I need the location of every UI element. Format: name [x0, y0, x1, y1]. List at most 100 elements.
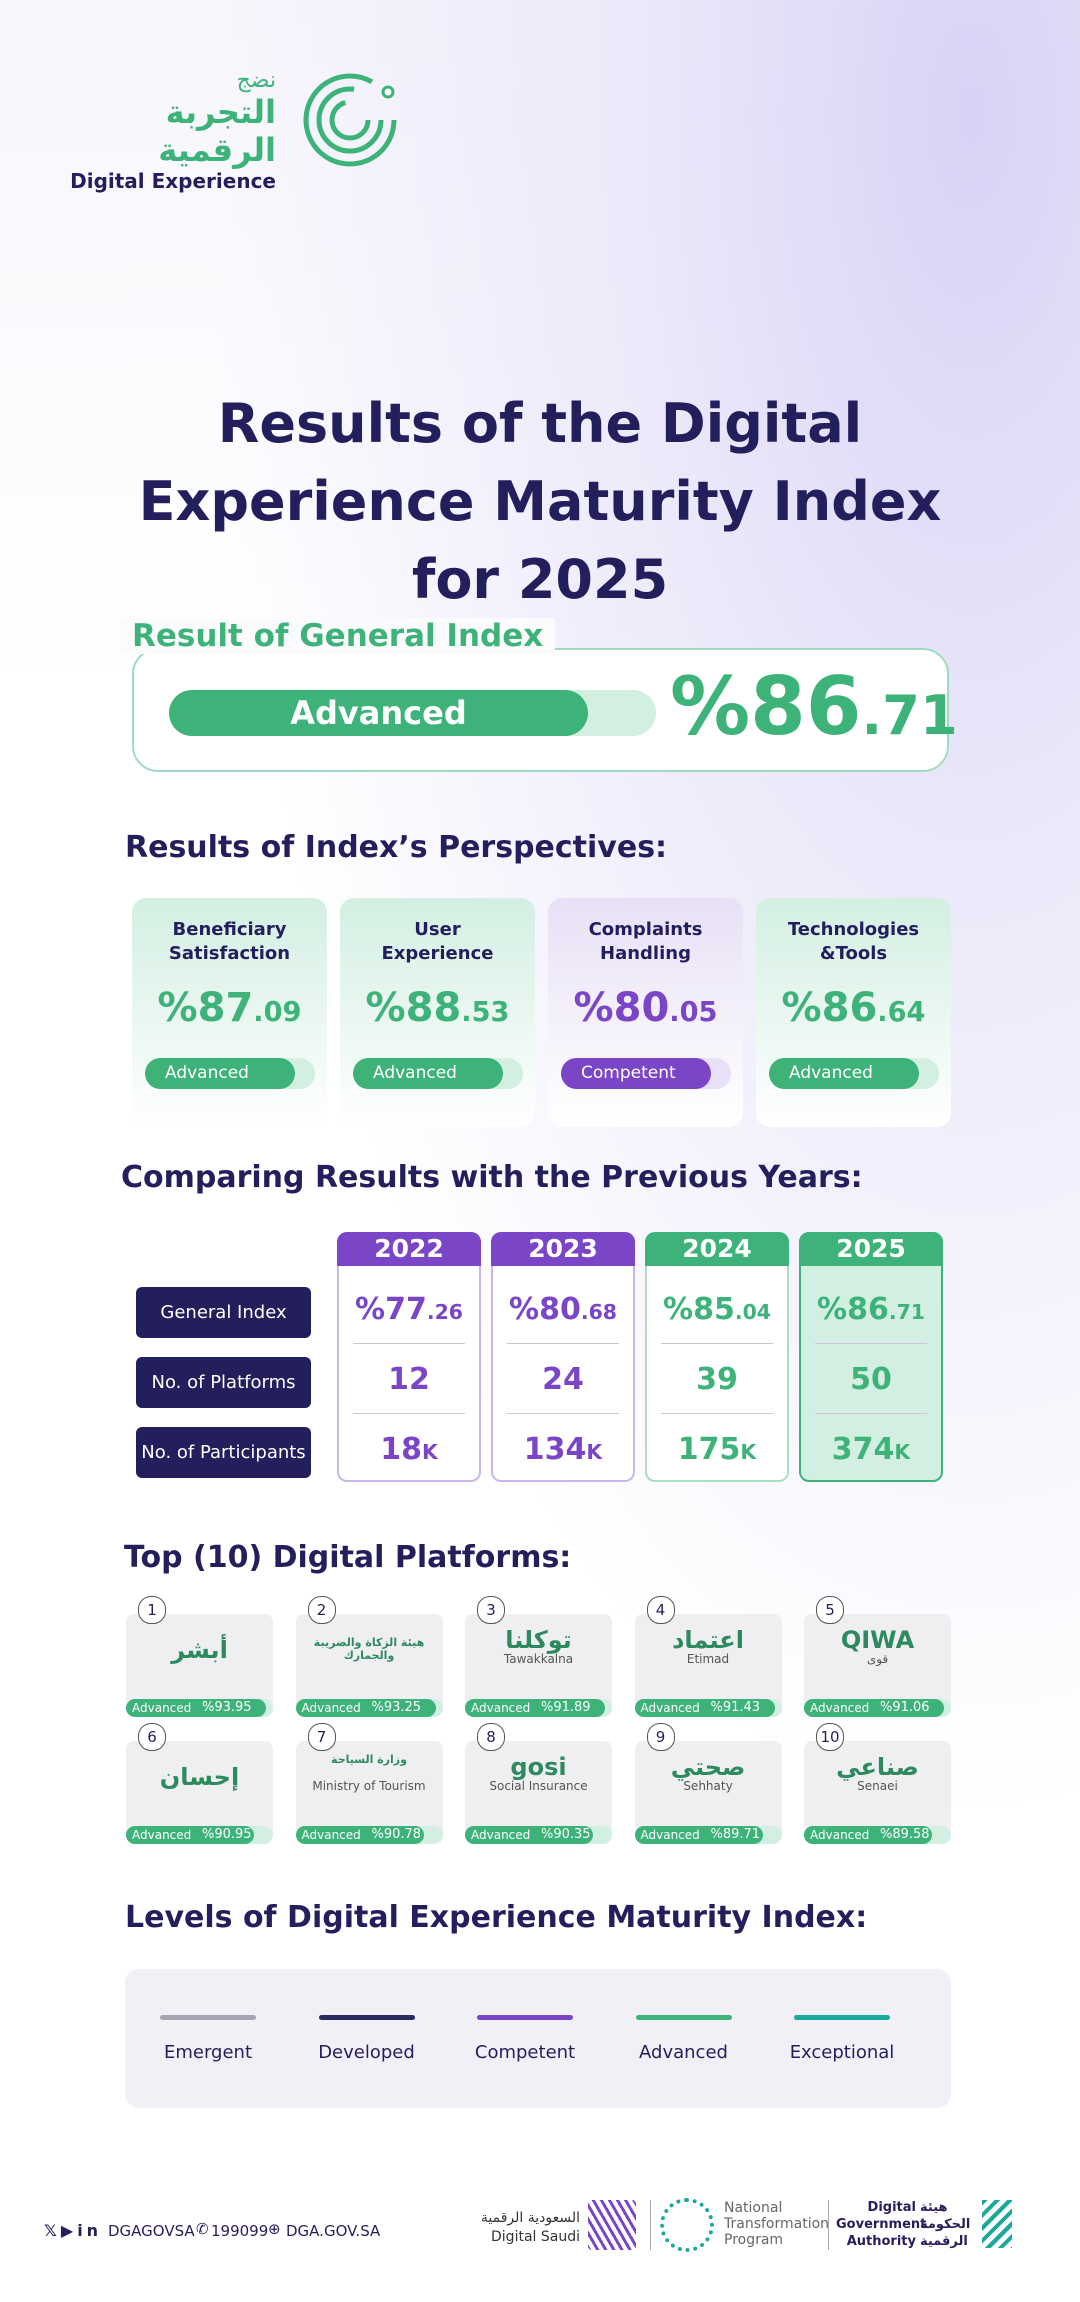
section-heading: Result of General Index [120, 618, 556, 654]
year-header: 2023 [491, 1232, 635, 1266]
level-line [635, 2015, 732, 2020]
platform-tile [295, 1614, 443, 1714]
platform-level: Advanced [640, 1701, 700, 1715]
divider [507, 1413, 619, 1414]
platform-logo: هيئة الزكاة والضريبة والجمارك [313, 1636, 425, 1662]
platform-level: Advanced [132, 1828, 192, 1842]
year-value: 374K [831, 1432, 911, 1467]
year-value: %80.68 [509, 1292, 617, 1327]
divider [815, 1343, 927, 1344]
ntp: Program [724, 2232, 784, 2248]
section-heading: Levels of Digital Experience Maturity In… [125, 1900, 868, 1935]
platform-logo: توكلنا [505, 1626, 572, 1654]
level-bar [126, 1699, 266, 1717]
year-column [799, 1232, 943, 1482]
level-bar: Advanced [353, 1058, 503, 1089]
ntp-mark [660, 2198, 714, 2252]
platform-value: %89.58 [880, 1827, 930, 1842]
year-header: 2022 [337, 1232, 481, 1266]
platform-rank: 4 [646, 1596, 675, 1624]
level-name: Exceptional [789, 2042, 895, 2063]
platform-logo: إحسان [159, 1763, 240, 1791]
year-value: 12 [388, 1362, 430, 1397]
year-value: 24 [542, 1362, 584, 1397]
year-column [337, 1232, 481, 1482]
ntp: Transformation [724, 2216, 830, 2232]
digital-saudi: السعودية الرقمية [480, 2210, 580, 2226]
row-label: No. of Platforms [136, 1357, 311, 1408]
platform-tile [804, 1614, 951, 1714]
level-bar: Competent [561, 1058, 711, 1089]
platform-logo: صناعي [836, 1753, 919, 1781]
divider [815, 1413, 927, 1414]
level-bar [804, 1699, 944, 1717]
dga-arabic: الرقمية [920, 2234, 968, 2249]
platform-logo: Etimad [686, 1652, 730, 1666]
section-heading: Top (10) Digital Platforms: [124, 1540, 572, 1575]
level-bar [126, 1826, 254, 1844]
platform-value: %90.95 [202, 1827, 252, 1842]
platform-value: %93.95 [202, 1700, 252, 1715]
year-value: %77.26 [355, 1292, 463, 1327]
divider [661, 1343, 773, 1344]
perspective-name: Technologies &Tools [787, 919, 920, 964]
perspective-value: %87.09 [157, 985, 302, 1031]
year-column [491, 1232, 635, 1482]
title: Results of the Digital Experience Maturi… [138, 392, 942, 611]
section-heading: Results of Index’s Perspectives: [125, 830, 668, 865]
platform-level: Advanced [301, 1701, 361, 1715]
platform-level: Advanced [640, 1828, 700, 1842]
level-name: Advanced [639, 2042, 728, 2063]
ntp: National [724, 2200, 783, 2216]
level-line [160, 2015, 256, 2020]
platform-rank: 2 [307, 1596, 336, 1624]
year-header: 2024 [645, 1232, 789, 1266]
dga-english: Digital [867, 2200, 916, 2215]
platform-tile [465, 1614, 612, 1714]
logo-english: Digital Experience [70, 169, 276, 193]
year-value: 18K [380, 1432, 438, 1467]
level-name: Developed [318, 2042, 415, 2063]
perspective-name: Complaints Handling [588, 919, 703, 964]
platform-level: Advanced [301, 1828, 361, 1842]
level-bar: Advanced [145, 1058, 295, 1089]
platform-rank: 6 [138, 1723, 166, 1751]
level-line [477, 2015, 573, 2020]
platform-tile [126, 1741, 273, 1841]
phone-icon: ✆ [196, 2220, 209, 2238]
logo-arabic: التجربة الرقمية [158, 93, 276, 169]
platform-logo: QIWA [840, 1626, 915, 1654]
year-value: 50 [850, 1362, 892, 1397]
perspective-name: Beneficiary Satisfaction [168, 919, 291, 964]
level-name: Emergent [163, 2042, 253, 2063]
platform-logo: Senaei [857, 1779, 898, 1793]
phone: 199099 [211, 2222, 269, 2240]
platform-tile [634, 1614, 782, 1714]
year-column [645, 1232, 789, 1482]
platform-tile [465, 1741, 612, 1841]
level-bar: Advanced [169, 690, 588, 736]
platform-rank: 3 [477, 1596, 505, 1624]
logo-text: نضج التجربة الرقمية Digital Experience [60, 68, 276, 193]
platform-tile [804, 1741, 951, 1841]
perspective-name: User Experience [381, 919, 494, 964]
dga-arabic: هيئة [920, 2200, 948, 2215]
section-heading: Comparing Results with the Previous Year… [121, 1160, 863, 1195]
platform-logo: قوى [866, 1652, 889, 1666]
level-bar [634, 1699, 775, 1717]
platform-tile [634, 1741, 782, 1841]
platform-level: Advanced [471, 1701, 531, 1715]
platform-level: Advanced [810, 1701, 870, 1715]
platform-rank: 7 [307, 1723, 336, 1751]
dga-mark [982, 2200, 1012, 2248]
year-value: %86.71 [817, 1292, 925, 1327]
general-value: %86.71 [670, 660, 958, 753]
platform-logo: اعتماد [672, 1626, 744, 1654]
digital-saudi-mark [588, 2200, 636, 2250]
social-icons: 𝕏▶in [44, 2221, 103, 2240]
level-bar [295, 1826, 424, 1844]
year-header: 2025 [799, 1232, 943, 1266]
platform-value: %91.89 [541, 1700, 591, 1715]
web-icon: ⊕ [268, 2220, 281, 2238]
